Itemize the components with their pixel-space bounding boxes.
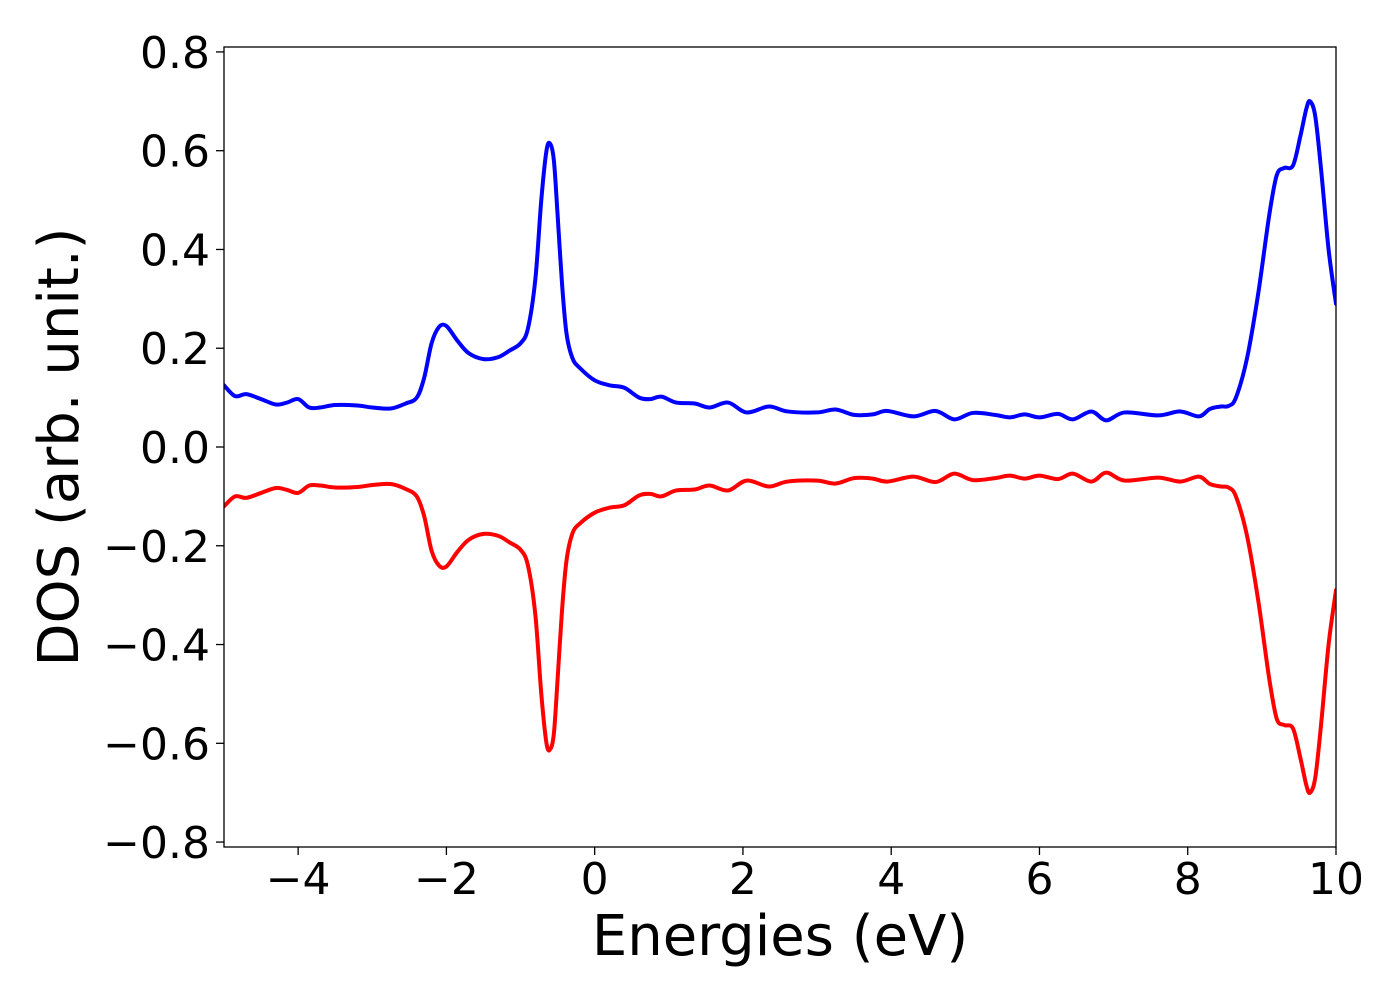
x-tick-label: −2: [414, 854, 479, 905]
y-tick-label: 0.6: [140, 127, 210, 178]
y-tick-label: −0.6: [103, 719, 210, 770]
x-tick-label: −4: [266, 854, 331, 905]
series-layer: [224, 99, 1336, 795]
y-axis: 0.8 0.6 0.4 0.2 0.0 −0.2 −0.4 −0.6 −0.8: [103, 28, 224, 869]
y-axis-label: DOS (arb. unit.): [27, 227, 92, 666]
y-tick-label: 0.2: [140, 324, 210, 375]
x-tick-label: 0: [581, 854, 609, 905]
y-tick-label: −0.8: [103, 818, 210, 869]
y-tick-label: 0.4: [140, 225, 210, 276]
y-tick-label: 0.8: [140, 28, 210, 79]
y-tick-label: −0.2: [103, 522, 210, 573]
x-tick-label: 6: [1025, 854, 1053, 905]
x-tick-label: 4: [877, 854, 905, 905]
y-tick-label: −0.4: [103, 621, 210, 672]
x-tick-label: 8: [1174, 854, 1202, 905]
x-tick-label: 10: [1308, 854, 1364, 905]
series-line-2: [224, 470, 1336, 795]
y-tick-label: 0.0: [140, 423, 210, 474]
plot-frame: [223, 46, 1337, 848]
series-line-1: [224, 99, 1336, 423]
x-axis: −4 −2 0 2 4 6 8 10: [266, 847, 1364, 905]
x-tick-label: 2: [729, 854, 757, 905]
x-axis-label: Energies (eV): [592, 904, 968, 969]
